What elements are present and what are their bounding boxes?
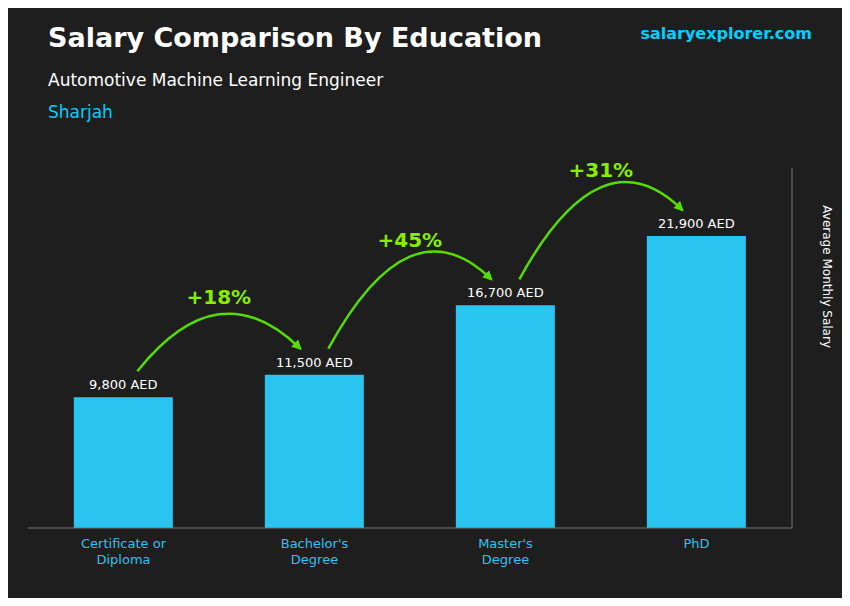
svg-text:PhD: PhD	[683, 536, 709, 551]
html-text:Sharjah: Sharjah	[48, 102, 113, 122]
svg-text:+45%: +45%	[378, 228, 443, 252]
svg-text:21,900 AED: 21,900 AED	[658, 216, 735, 231]
svg-text:Average Monthly Salary: Average Monthly Salary	[820, 205, 834, 348]
html-text:Salary Comparison By Education: Salary Comparison By Education	[48, 22, 542, 53]
svg-text:16,700 AED: 16,700 AED	[467, 285, 544, 300]
svg-text:Master'sDegree: Master'sDegree	[478, 536, 533, 567]
svg-text:11,500 AED: 11,500 AED	[276, 355, 353, 370]
html-text:Automotive Machine Learning En: Automotive Machine Learning Engineer	[48, 70, 384, 90]
svg-text:+31%: +31%	[569, 158, 634, 182]
svg-text:Bachelor'sDegree: Bachelor'sDegree	[281, 536, 349, 567]
svg-text:Certificate orDiploma: Certificate orDiploma	[81, 536, 167, 567]
svg-text:+18%: +18%	[187, 285, 252, 309]
svg-text:9,800 AED: 9,800 AED	[89, 377, 157, 392]
html-text:salaryexplorer.com: salaryexplorer.com	[640, 24, 812, 43]
